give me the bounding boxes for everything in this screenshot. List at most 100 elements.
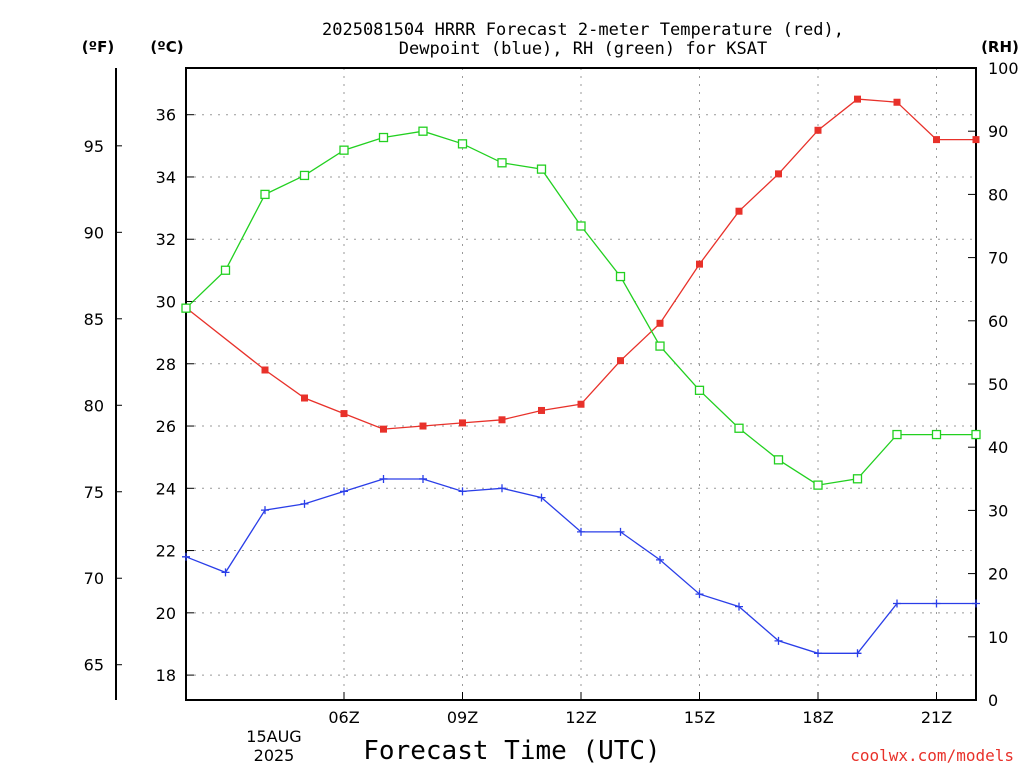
celsius-tick-label: 26: [156, 417, 176, 436]
temperature-data-point: [814, 126, 822, 134]
rh-tick-label: 10: [988, 628, 1008, 647]
celsius-tick-label: 24: [156, 479, 176, 498]
x-tick-label: 12Z: [565, 708, 596, 727]
chart-subtitle: Dewpoint (blue), RH (green) for KSAT: [399, 39, 767, 59]
dewpoint-data-point: [932, 599, 941, 608]
dewpoint-data-point: [261, 506, 269, 515]
dewpoint-data-point: [577, 527, 585, 536]
axis-ticks: 06Z 09Z 12Z 15Z 18Z 21Z 18 20 22 24 26 28 30 32 34 36 65…: [84, 59, 1019, 727]
dewpoint-data-point: [893, 599, 901, 608]
temperature-data-point: [380, 425, 387, 433]
x-tick-label: 18Z: [802, 708, 833, 727]
celsius-unit-label: (ºC): [150, 38, 183, 56]
dewpoint-data-point: [656, 555, 664, 564]
celsius-tick-label: 36: [156, 106, 176, 125]
x-tick-label: 09Z: [447, 708, 478, 727]
temperature-data-point: [459, 419, 466, 427]
dewpoint-data-point: [458, 487, 467, 496]
rh-tick-label: 100: [988, 59, 1019, 78]
temperature-data-point: [538, 406, 545, 414]
rh-data-point: [457, 139, 468, 149]
temperature-data-point: [261, 366, 269, 374]
temperature-data-point: [340, 410, 348, 418]
temperature-data-point: [775, 170, 782, 178]
rh-data-point: [418, 126, 428, 136]
rh-data-point: [813, 480, 823, 490]
celsius-tick-label: 22: [156, 542, 176, 561]
rh-tick-label: 0: [988, 691, 998, 710]
celsius-tick-label: 30: [156, 292, 176, 311]
temperature-data-point: [617, 357, 624, 365]
temperature-data-point: [577, 400, 585, 408]
dewpoint-data-point: [774, 636, 783, 645]
temperature-data-point: [498, 416, 506, 424]
temperature-data-point: [854, 95, 861, 103]
dewpoint-data-point: [498, 484, 506, 493]
rh-tick-label: 30: [988, 501, 1008, 520]
x-date-day-label: 15AUG: [246, 727, 301, 746]
x-tick-label: 15Z: [684, 708, 715, 727]
rh-data-point: [299, 170, 310, 181]
fahrenheit-tick-label: 85: [84, 310, 104, 329]
rh-data-point: [220, 265, 231, 275]
rh-data-point: [576, 221, 586, 231]
rh-data-point: [378, 132, 389, 143]
rh-data-point: [734, 423, 744, 433]
dewpoint-data-point: [853, 649, 862, 658]
rh-tick-label: 40: [988, 438, 1008, 457]
rh-tick-label: 80: [988, 185, 1008, 204]
dewpoint-data-point: [616, 527, 625, 536]
temperature-data-point: [419, 422, 427, 430]
rh-data-point: [694, 385, 705, 395]
dewpoint-data-point: [537, 493, 546, 502]
x-tick-label: 21Z: [921, 708, 952, 727]
temperature-data-point: [893, 98, 901, 106]
x-date-year-label: 2025: [254, 746, 295, 765]
grid-lines: [186, 68, 976, 700]
fahrenheit-tick-label: 75: [84, 483, 104, 502]
x-axis-label: Forecast Time (UTC): [363, 736, 660, 766]
fahrenheit-tick-label: 70: [84, 569, 104, 588]
dewpoint-data-point: [340, 487, 348, 496]
rh-tick-label: 60: [988, 312, 1008, 331]
temperature-data-point: [301, 394, 308, 402]
fahrenheit-unit-label: (ºF): [82, 38, 114, 56]
rh-tick-label: 20: [988, 565, 1008, 584]
dewpoint-data-point: [379, 474, 388, 483]
rh-tick-label: 90: [988, 122, 1008, 141]
data-series: [181, 95, 981, 658]
dewpoint-data-point: [695, 590, 704, 599]
dewpoint-data-point: [735, 602, 743, 611]
rh-data-point: [892, 429, 902, 440]
fahrenheit-tick-label: 90: [84, 223, 104, 242]
dewpoint-data-point: [221, 568, 230, 577]
rh-data-point: [497, 158, 507, 168]
rh-data-point: [971, 429, 981, 440]
rh-unit-label: (RH): [981, 38, 1019, 56]
rh-data-point: [852, 474, 863, 484]
rh-data-point: [536, 164, 547, 174]
temperature-data-point: [656, 319, 664, 327]
rh-tick-label: 70: [988, 249, 1008, 268]
celsius-tick-label: 32: [156, 230, 176, 249]
celsius-tick-label: 28: [156, 355, 176, 374]
dewpoint-data-point: [972, 599, 980, 608]
rh-data-point: [181, 303, 191, 313]
fahrenheit-tick-label: 95: [84, 137, 104, 156]
chart-title: 2025081504 HRRR Forecast 2-meter Tempera…: [322, 20, 844, 40]
x-tick-label: 06Z: [328, 708, 359, 727]
dewpoint-data-point: [182, 552, 190, 561]
credit-text: coolwx.com/models: [850, 746, 1014, 765]
fahrenheit-tick-label: 65: [84, 656, 104, 675]
temperature-series-line: [185, 98, 976, 430]
celsius-tick-label: 18: [156, 666, 176, 685]
celsius-tick-label: 20: [156, 604, 176, 623]
rh-data-point: [773, 455, 784, 465]
temperature-data-point: [735, 207, 743, 215]
celsius-tick-label: 34: [156, 168, 176, 187]
rh-tick-label: 50: [988, 375, 1008, 394]
dewpoint-data-point: [814, 649, 822, 658]
temperature-data-point: [696, 260, 703, 268]
rh-data-point: [615, 271, 626, 282]
